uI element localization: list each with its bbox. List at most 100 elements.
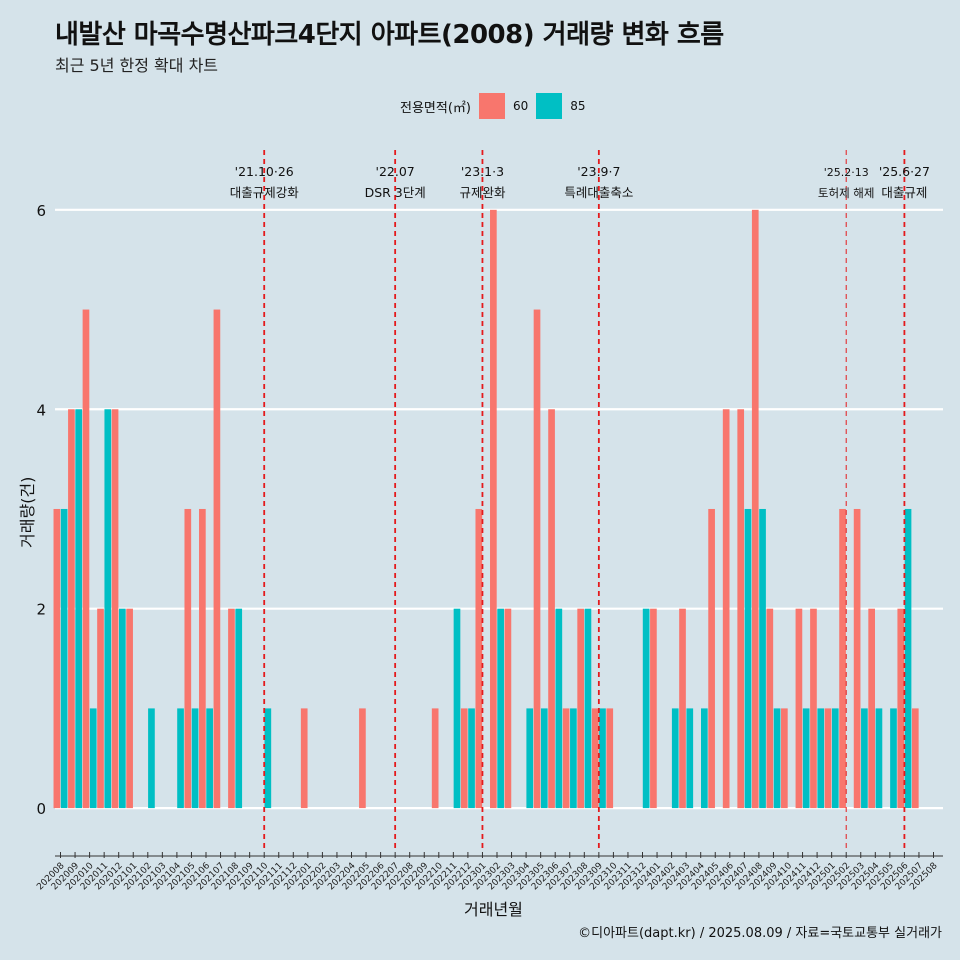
event-date: '21.10·26 <box>235 164 294 179</box>
bar-85-202304 <box>526 708 534 809</box>
bar-85-202501 <box>831 708 839 809</box>
bar-60-202401 <box>650 608 657 809</box>
bar-60-202407 <box>737 409 745 809</box>
bar-60-202011 <box>97 608 104 809</box>
bar-60-202403 <box>679 608 686 809</box>
bar-85-202403 <box>686 708 694 809</box>
bar-60-202406 <box>722 409 730 809</box>
legend-swatch-60 <box>478 93 505 119</box>
bar-60-202412 <box>810 608 817 809</box>
bar-85-202305 <box>540 708 548 809</box>
bar-85-202409 <box>773 708 781 809</box>
bar-60-202503 <box>853 508 861 809</box>
bar-85-202009 <box>75 409 83 809</box>
event-label: 대출규제강화 <box>230 185 300 200</box>
bar-60-202105 <box>184 508 192 809</box>
bar-85-202312 <box>642 608 650 809</box>
bar-60-202507 <box>911 708 919 809</box>
bar-60-202506 <box>897 608 905 809</box>
bar-60-202305 <box>533 309 541 809</box>
y-axis-label: 거래량(건) <box>18 476 37 548</box>
bar-85-202012 <box>119 608 126 809</box>
legend: 전용면적(㎡) 60 85 <box>400 93 594 119</box>
bar-85-202106 <box>206 708 213 809</box>
event-label: 토허제 해제 <box>818 186 875 200</box>
bar-85-202212 <box>468 708 475 809</box>
bar-60-202108 <box>228 608 235 809</box>
bar-60-202309 <box>591 708 599 809</box>
bar-60-202501 <box>824 708 832 809</box>
bar-85-202506 <box>904 508 912 809</box>
bar-60-202302 <box>490 209 497 809</box>
bar-60-202504 <box>868 608 875 809</box>
bar-85-202408 <box>759 508 766 809</box>
bar-85-202011 <box>104 409 112 809</box>
event-label: 규제완화 <box>459 185 506 200</box>
bar-85-202407 <box>744 508 752 809</box>
event-date: '23.1·3 <box>461 164 504 179</box>
bar-60-202307 <box>562 708 570 809</box>
bar-60-202010 <box>82 309 90 809</box>
bar-60-202306 <box>548 409 555 809</box>
event-date: '25.6·27 <box>879 164 930 179</box>
bar-85-202308 <box>584 608 592 809</box>
bar-85-202104 <box>177 708 184 809</box>
event-label: DSR 3단계 <box>365 185 426 200</box>
bar-60-202409 <box>766 608 774 809</box>
bar-85-202402 <box>671 708 679 809</box>
bar-60-202310 <box>606 708 614 809</box>
bar-85-202505 <box>890 708 897 809</box>
event-label: 특례대출축소 <box>564 185 633 200</box>
y-tick-label: 2 <box>36 601 46 619</box>
event-label: 대출규제 <box>881 185 927 200</box>
legend-item-60: 60 <box>478 93 529 119</box>
bar-60-202301 <box>475 508 483 809</box>
y-tick-label: 0 <box>36 800 46 818</box>
chart-title: 내발산 마곡수명산파크4단지 아파트(2008) 거래량 변화 흐름 <box>55 20 724 50</box>
bar-85-202010 <box>89 708 97 809</box>
x-axis-label: 거래년월 <box>464 900 523 919</box>
bar-85-202307 <box>570 708 577 809</box>
bar-60-202210 <box>431 708 439 809</box>
bar-85-202211 <box>453 608 461 809</box>
legend-label-60: 60 <box>512 99 529 113</box>
bar-60-202205 <box>359 708 366 809</box>
bar-60-202101 <box>126 608 133 809</box>
legend-swatch-85 <box>536 93 563 119</box>
event-date: '23.9·7 <box>577 164 620 179</box>
bar-85-202411 <box>802 708 810 809</box>
bar-85-202412 <box>817 708 825 809</box>
bar-85-202309 <box>599 708 606 809</box>
bar-60-202411 <box>795 608 803 809</box>
bar-85-202108 <box>235 608 243 809</box>
legend-title: 전용면적(㎡) <box>400 100 471 116</box>
bar-60-202408 <box>751 209 759 809</box>
bar-60-202009 <box>68 409 75 809</box>
bar-60-202303 <box>504 608 512 809</box>
y-tick-label: 6 <box>36 202 46 220</box>
bar-60-202106 <box>199 508 206 809</box>
y-tick-label: 4 <box>36 401 46 419</box>
event-date: '22.07 <box>376 164 415 179</box>
source-caption: ©디아파트(dapt.kr) / 2025.08.09 / 자료=국토교통부 실… <box>578 926 942 941</box>
bar-60-202410 <box>781 708 788 809</box>
chart-subtitle: 최근 5년 한정 확대 차트 <box>55 56 219 75</box>
bar-60-202012 <box>111 409 119 809</box>
bar-85-202504 <box>875 708 883 809</box>
event-date: '25.2·13 <box>824 166 869 179</box>
bar-85-202302 <box>497 608 504 809</box>
legend-item-85: 85 <box>536 93 586 119</box>
bar-60-202405 <box>708 508 715 809</box>
bar-60-202308 <box>577 608 584 809</box>
bar-85-202404 <box>701 708 708 809</box>
bar-85-202306 <box>555 608 563 809</box>
bar-85-202008 <box>60 508 68 809</box>
bar-85-202110 <box>264 708 272 809</box>
bar-60-202008 <box>53 508 61 809</box>
bar-60-202107 <box>213 309 221 809</box>
bar-60-202212 <box>460 708 468 809</box>
bar-85-202102 <box>148 708 155 809</box>
bar-85-202105 <box>191 708 199 809</box>
bar-60-202201 <box>300 708 308 809</box>
